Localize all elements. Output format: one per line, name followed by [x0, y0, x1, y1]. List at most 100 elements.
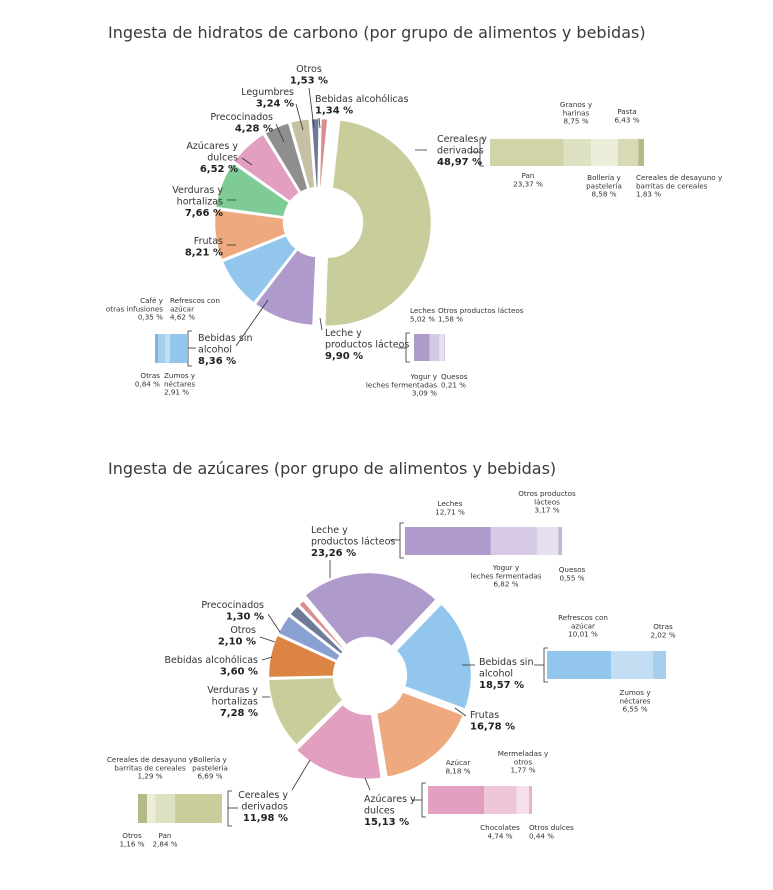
c1-alcoholicas-leader	[318, 117, 321, 129]
c1-pasta-label: Pasta	[617, 107, 636, 116]
c2-otras-label: Otras	[653, 622, 673, 631]
c2-bebidas-value: 18,57 %	[479, 680, 524, 691]
c1-otras-value: 0,84 %	[135, 379, 160, 388]
c1-otros-lacteos-label: Otros productos lácteos	[438, 306, 524, 315]
c1-refrescos-label: azúcar	[170, 304, 194, 313]
c1-legumbres-leader	[295, 103, 304, 131]
c1-leche-segment-otros-productos-lacteos	[439, 334, 445, 361]
c2-leche-segment-otros-productos-lacteos	[536, 527, 559, 555]
c1-leche-value: 9,90 %	[325, 351, 363, 362]
slice-cereales-y-derivados	[323, 118, 434, 328]
c1-zumos-value: 2,91 %	[164, 388, 189, 397]
c1-granos-value: 8,75 %	[563, 117, 588, 126]
c1-otras-label: Otras	[140, 371, 160, 380]
c2-otros-lacteos-label: lácteos	[534, 497, 560, 506]
c2-azucar-value: 8,18 %	[445, 766, 470, 775]
c2-cereales-desayuno-label: Cereales de desayuno y	[107, 755, 194, 764]
c1-cereales-desayuno-label: barritas de cereales	[636, 181, 708, 190]
c2-precocinados-leader	[267, 613, 281, 633]
c1-leche-label: productos lácteos	[325, 340, 409, 351]
c2-frutas-value: 16,78 %	[470, 722, 515, 733]
c1-bolleria-label: pastelería	[586, 181, 622, 190]
c2-otros-label: Otros	[230, 625, 256, 636]
c1-quesos-label: Quesos	[441, 372, 468, 381]
c1-leche-segment-quesos	[444, 334, 445, 361]
c1-leches-value: 5,02 %	[410, 314, 435, 323]
slice-precocinados	[296, 597, 348, 654]
c1-bebidas-value: 8,36 %	[198, 356, 236, 367]
c1-verduras-value: 7,66 %	[185, 208, 223, 219]
c2-quesos-value: 0,55 %	[559, 573, 584, 582]
c2-mermeladas-label: Mermeladas y	[498, 749, 549, 758]
c1-yogur-label: leches fermentadas	[366, 380, 437, 389]
slice-bebidas-alcoholicas	[317, 116, 330, 190]
c1-bebidas-leader	[235, 299, 269, 347]
chart-1-title: Ingesta de hidratos de carbono (por grup…	[108, 23, 646, 42]
c1-cereales-desayuno-label: Cereales de desayuno y	[636, 173, 723, 182]
c1-leche-leader	[319, 317, 323, 331]
c2-yogur-label: Yogur y	[492, 563, 520, 572]
c1-cereales-segment-bolleria-y-pasteleria	[591, 139, 619, 166]
c2-azucares-leader	[364, 777, 371, 791]
c1-bebidas-segment-zumos	[165, 334, 170, 363]
c1-otros-value: 1,53 %	[290, 76, 328, 87]
c2-refrescos-label: azúcar	[571, 621, 595, 630]
c1-azucares-value: 6,52 %	[200, 164, 238, 175]
c2-leche-label: Leche y	[311, 525, 348, 536]
c2-alcoholicas-leader	[261, 656, 273, 661]
c2-otros-value: 2,10 %	[218, 637, 256, 648]
c1-precocinados-leader	[275, 123, 285, 143]
c1-frutas-label: Frutas	[194, 236, 223, 247]
c2-bebidas-label: Bebidas sin	[479, 657, 533, 668]
c2-pan-label: Pan	[159, 831, 172, 840]
c2-zumos-value: 6,55 %	[622, 705, 647, 714]
c2-cereales-segment-otros	[147, 794, 156, 823]
c2-leche-segment-quesos	[558, 527, 562, 555]
c2-cereales-segment-bolleria-y-pasteleria	[175, 794, 222, 823]
c1-alcoholicas-value: 1,34 %	[315, 106, 353, 117]
c2-bebidas-segment-refrescos-con-azucar	[547, 651, 612, 679]
c1-cereales-desayuno-value: 1,83 %	[636, 190, 661, 199]
c2-leche-value: 23,26 %	[311, 548, 356, 559]
c1-cereales-segment-cereales-de-desayuno-y-barritas-de-cereales	[638, 139, 644, 166]
c1-zumos-label: Zumos y	[164, 371, 196, 380]
c1-bebidas-label: alcohol	[198, 345, 232, 356]
c2-cereales-segment-cereales-de-desayuno-y-barritas-de-cereales	[138, 794, 148, 823]
c1-legumbres-value: 3,24 %	[256, 99, 294, 110]
c1-refrescos-value: 4,62 %	[170, 313, 195, 322]
c2-refrescos-value: 10,01 %	[568, 630, 598, 639]
c1-cereales-segment-pan	[490, 139, 564, 166]
c2-cereales-desayuno-value: 1,29 %	[137, 772, 162, 781]
c2-otros-lacteos-value: 3,17 %	[534, 506, 559, 515]
c1-pasta-value: 6,43 %	[614, 115, 639, 124]
c2-zumos-label: néctares	[619, 696, 650, 705]
c2-leche-label: productos lácteos	[311, 537, 395, 548]
c2-leche-segment-yogur-y-leches-fermentadas	[490, 527, 537, 555]
c1-granos-label: harinas	[563, 108, 590, 117]
c1-cereales-value: 48,97 %	[437, 157, 482, 168]
c2-yogur-label: leches fermentadas	[470, 571, 541, 580]
c2-yogur-value: 6,82 %	[493, 580, 518, 589]
c2-bebidas-segment-otras	[653, 651, 666, 679]
c2-otros-leader	[259, 636, 276, 643]
c2-alcoholicas-label: Bebidas alcohólicas	[165, 655, 259, 666]
c2-leche-segment-leches	[405, 527, 491, 555]
c2-leches-label: Leches	[438, 499, 463, 508]
c2-otros-dulces-label: Otros dulces	[529, 823, 574, 832]
c1-verduras-label: Verduras y	[172, 185, 223, 196]
c1-pan-value: 23,37 %	[513, 179, 543, 188]
c2-zumos-label: Zumos y	[619, 688, 651, 697]
c1-bolleria-value: 8,58 %	[591, 190, 616, 199]
c2-azucares-breakdown-bracket	[421, 782, 426, 818]
c2-otros-cereales-label: Otros	[122, 831, 142, 840]
c1-bebidas-segment-cafe	[155, 334, 158, 363]
c1-cereales-label: Cereales y	[437, 134, 487, 145]
c2-azucares-label: Azúcares y	[364, 794, 416, 805]
c2-verduras-label: Verduras y	[207, 685, 258, 696]
c1-bebidas-breakdown-bracket	[187, 330, 192, 367]
c2-bolleria-label: Bollería y	[193, 755, 227, 764]
c2-azucares-segment-chocolates	[484, 786, 517, 814]
c1-cereales-segment-pasta	[618, 139, 639, 166]
c2-precocinados-value: 1,30 %	[226, 612, 264, 623]
